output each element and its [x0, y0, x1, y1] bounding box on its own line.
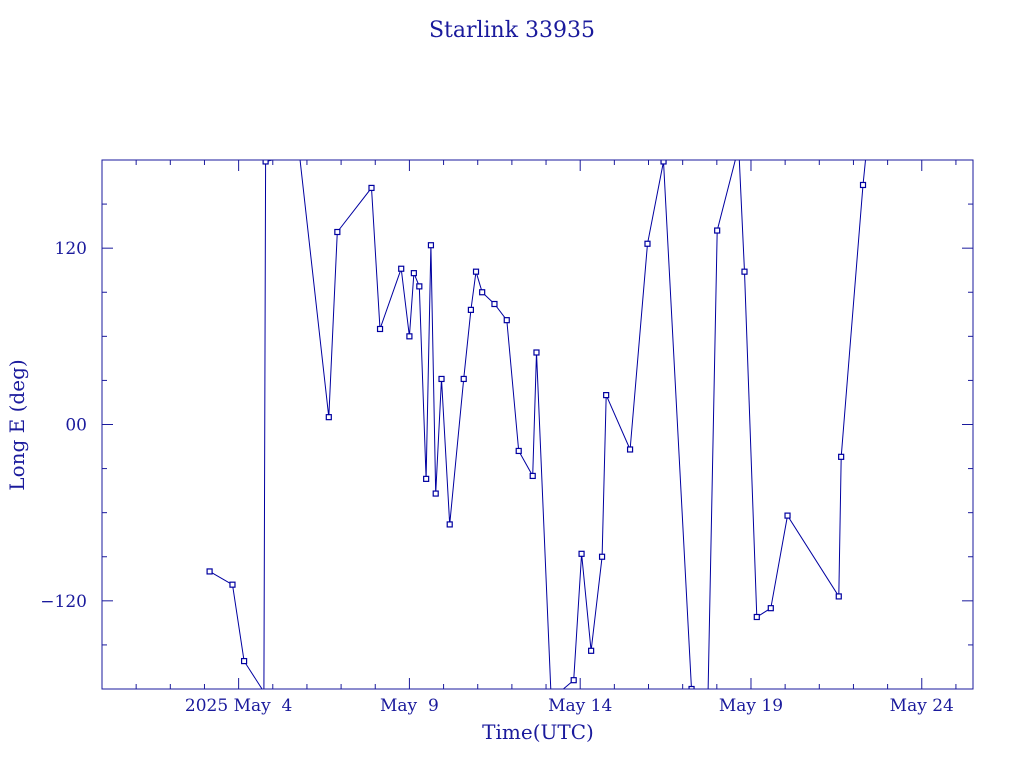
x-tick-labels: 2025 May 4 May 9 May 14 May 19 May 24 — [185, 696, 954, 716]
data-point — [835, 593, 842, 600]
data-point — [533, 349, 540, 356]
data-point — [376, 325, 384, 333]
data-point — [503, 317, 510, 324]
chart-title: Starlink 33935 — [429, 18, 595, 43]
x-axis-label: Time(UTC) — [482, 720, 594, 744]
data-point — [229, 581, 236, 588]
data-point — [240, 657, 248, 665]
data-point — [714, 227, 721, 234]
data-point — [736, 144, 741, 149]
data-point — [460, 375, 467, 383]
data-point — [529, 472, 536, 480]
data-point — [603, 392, 610, 399]
data-point — [644, 240, 651, 247]
data-point — [423, 475, 430, 482]
x-tick-label: May 24 — [890, 696, 954, 716]
x-tick-label: May 14 — [548, 696, 612, 716]
data-point — [741, 268, 748, 275]
data-point — [416, 283, 423, 290]
data-point — [467, 306, 474, 313]
data-point — [398, 265, 405, 272]
data-point — [859, 181, 867, 189]
data-point — [588, 647, 595, 654]
data-point — [368, 184, 375, 192]
data-point — [410, 270, 417, 277]
data-point — [427, 242, 435, 249]
data-point — [479, 289, 486, 296]
data-point — [864, 152, 869, 157]
y-tick-label: 00 — [65, 416, 87, 436]
data-point — [767, 605, 774, 612]
data-point — [260, 688, 268, 689]
data-point — [334, 228, 341, 236]
data-layer — [206, 144, 869, 718]
data-point — [262, 160, 269, 165]
y-axis-label: Long E (deg) — [5, 359, 29, 490]
data-point — [570, 677, 577, 684]
data-point — [446, 521, 453, 528]
x-tick-label: 2025 May 4 — [185, 696, 292, 716]
x-tick-label: May 19 — [719, 696, 783, 716]
data-point — [660, 160, 667, 165]
series-line — [209, 160, 867, 689]
y-tick-label: −120 — [40, 592, 87, 612]
data-point — [325, 414, 332, 421]
data-point — [432, 490, 439, 497]
data-point — [838, 453, 845, 460]
data-point — [297, 152, 302, 157]
plot-frame — [101, 159, 974, 690]
x-tick-label: May 9 — [380, 696, 439, 716]
data-point — [438, 375, 445, 383]
y-tick-labels: 120 00 −120 — [40, 239, 87, 612]
y-ticks — [102, 159, 973, 690]
data-point — [515, 447, 522, 455]
data-point — [472, 268, 480, 275]
data-point — [688, 685, 695, 689]
data-point — [753, 613, 760, 621]
data-point — [598, 553, 606, 560]
data-point — [578, 550, 585, 557]
data-point — [406, 333, 413, 340]
data-point — [206, 568, 213, 575]
x-ticks — [101, 160, 957, 689]
data-point — [784, 512, 791, 519]
data-point — [491, 300, 498, 308]
data-point — [705, 713, 710, 718]
y-tick-label: 120 — [55, 239, 87, 259]
data-point — [626, 446, 634, 453]
